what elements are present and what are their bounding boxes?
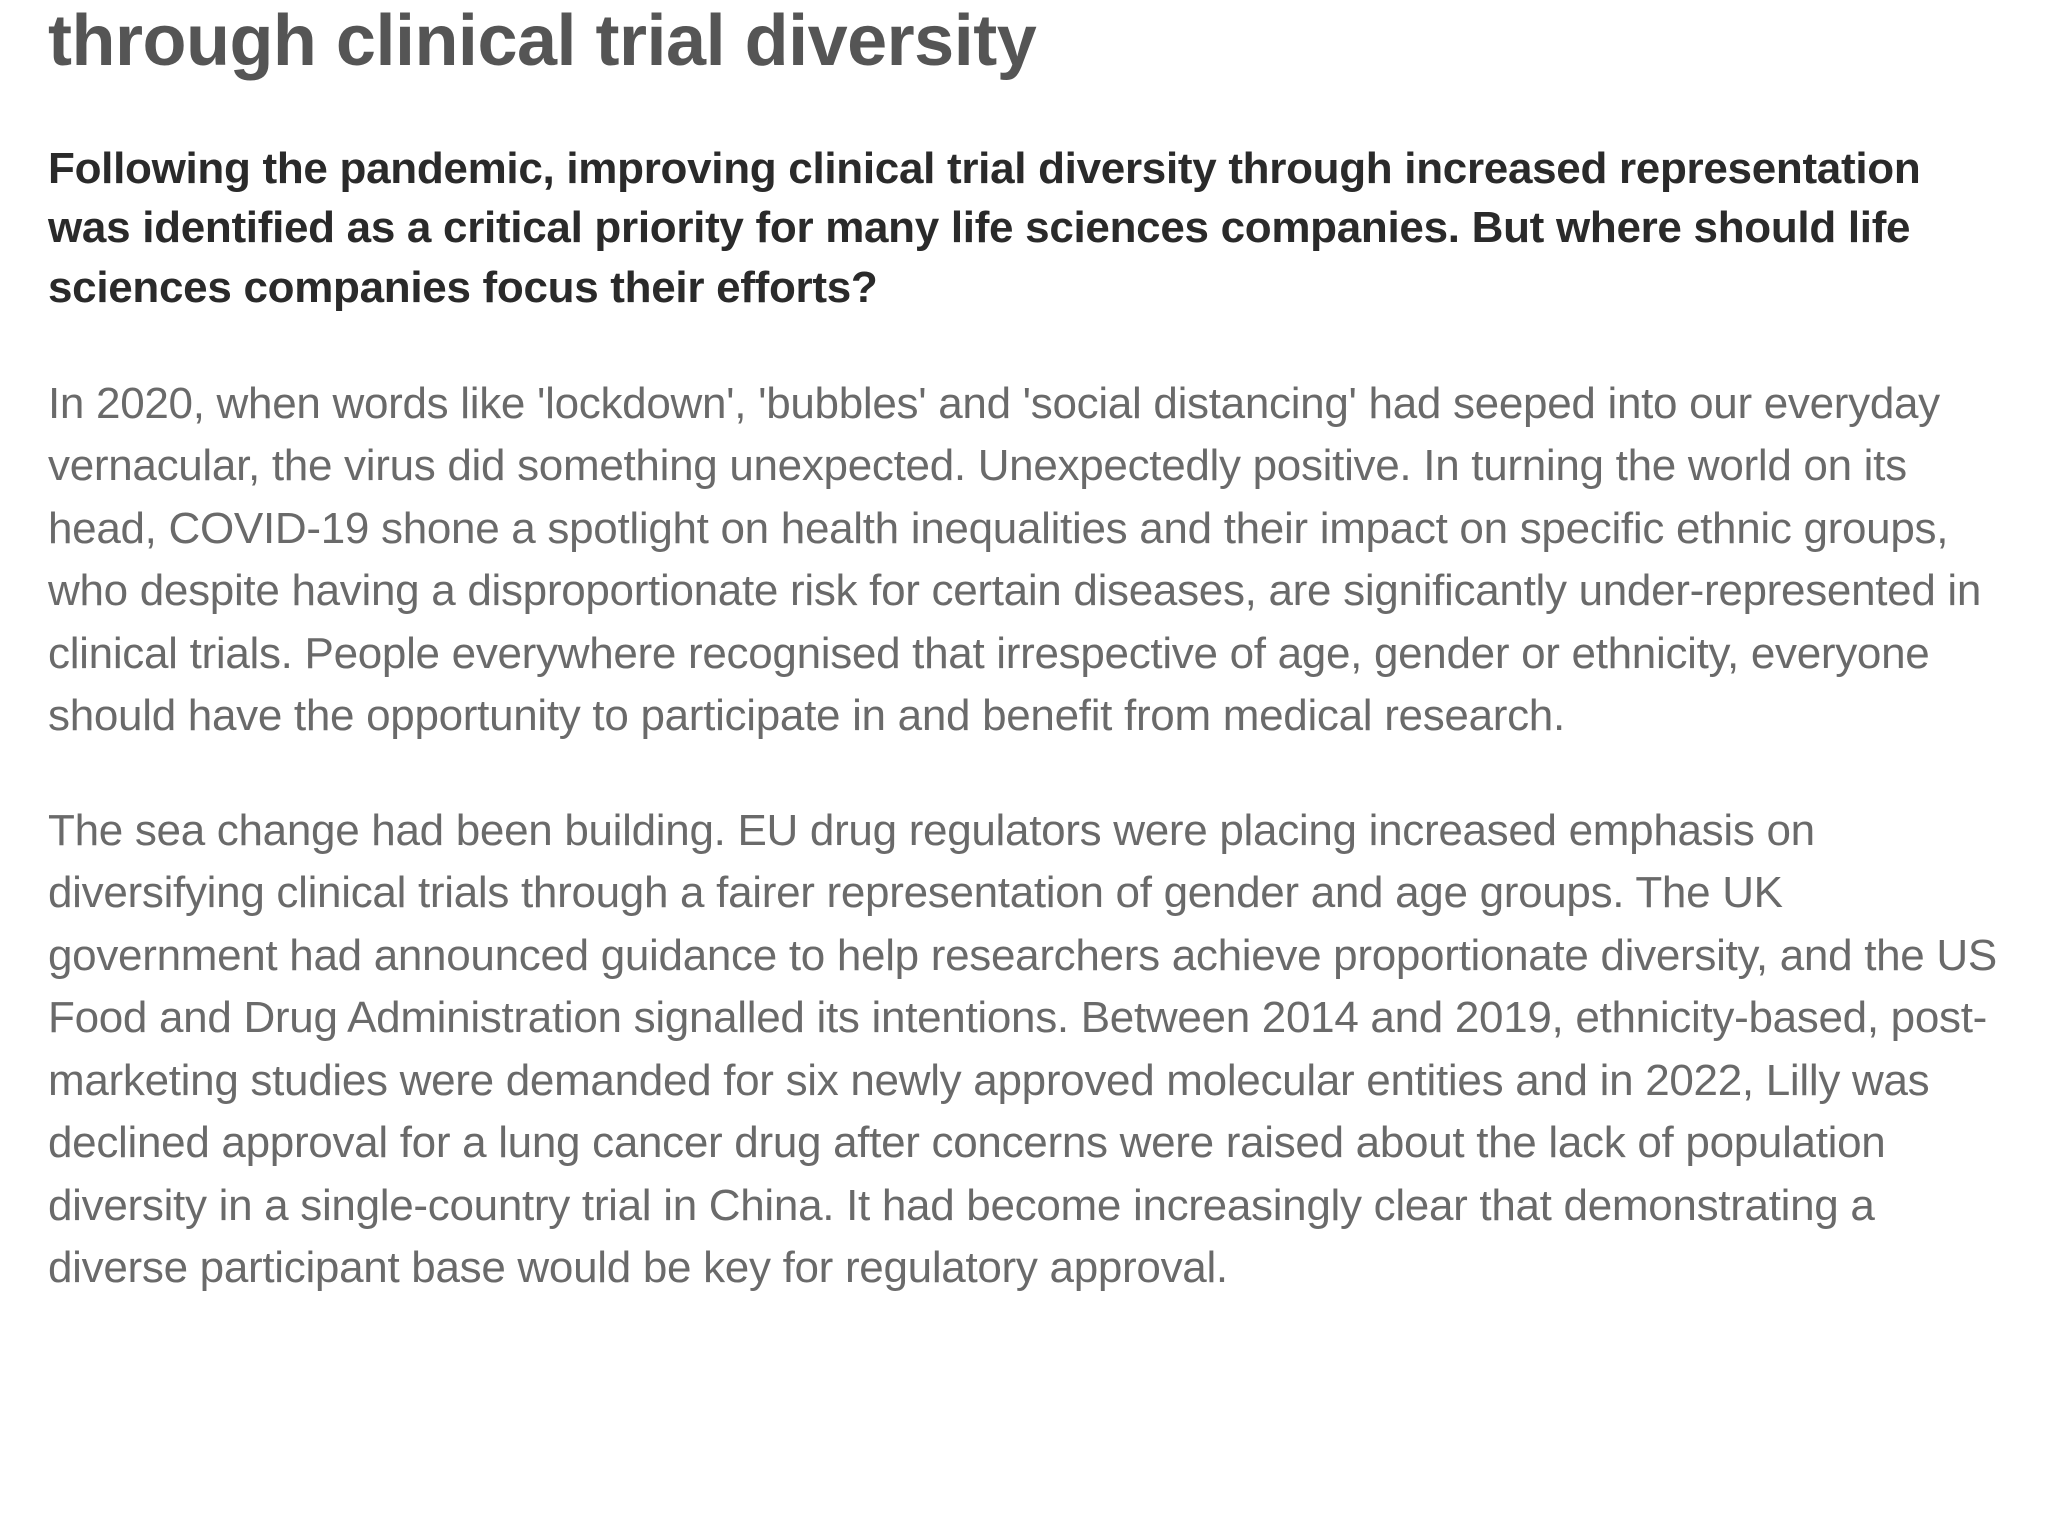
article-paragraph: The sea change had been building. EU dru… (48, 800, 2000, 1300)
article-paragraph: In 2020, when words like 'lockdown', 'bu… (48, 373, 2000, 748)
article-headline: through clinical trial diversity (48, 0, 2000, 83)
article: through clinical trial diversity Followi… (48, 0, 2000, 1300)
article-lead: Following the pandemic, improving clinic… (48, 139, 2000, 317)
